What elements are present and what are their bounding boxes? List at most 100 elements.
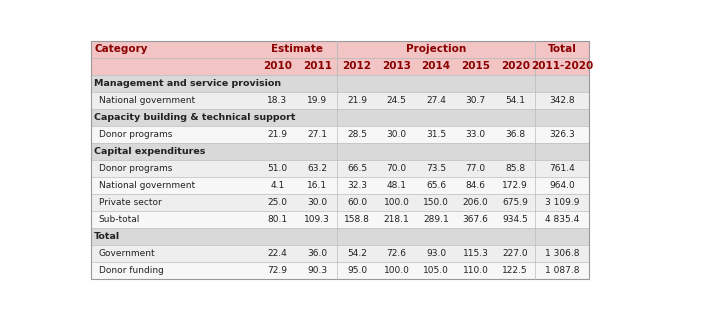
- Text: 3 109.9: 3 109.9: [545, 198, 579, 207]
- Bar: [91, 75, 589, 92]
- Text: 761.4: 761.4: [549, 164, 575, 173]
- Text: 675.9: 675.9: [502, 198, 528, 207]
- Text: Projection: Projection: [406, 44, 466, 55]
- Text: 100.0: 100.0: [383, 198, 409, 207]
- Text: 54.2: 54.2: [348, 249, 367, 258]
- Text: 2015: 2015: [461, 61, 490, 72]
- Text: Total: Total: [94, 232, 121, 241]
- Text: 70.0: 70.0: [386, 164, 406, 173]
- Text: 158.8: 158.8: [344, 215, 370, 224]
- Text: 19.9: 19.9: [307, 96, 327, 105]
- Text: Capital expenditures: Capital expenditures: [94, 147, 205, 156]
- Text: 2011: 2011: [303, 61, 332, 72]
- Text: 85.8: 85.8: [505, 164, 526, 173]
- Text: 33.0: 33.0: [465, 130, 485, 139]
- Text: 77.0: 77.0: [465, 164, 485, 173]
- Text: 72.6: 72.6: [386, 249, 406, 258]
- Text: 21.9: 21.9: [267, 130, 287, 139]
- Text: Estimate: Estimate: [271, 44, 323, 55]
- Text: 84.6: 84.6: [466, 181, 485, 190]
- Text: Total: Total: [548, 44, 577, 55]
- Text: 100.0: 100.0: [383, 266, 409, 275]
- Text: 2011-2020: 2011-2020: [531, 61, 593, 72]
- Bar: [91, 177, 589, 194]
- Text: Sub-total: Sub-total: [98, 215, 140, 224]
- Text: 60.0: 60.0: [347, 198, 367, 207]
- Text: 32.3: 32.3: [347, 181, 367, 190]
- Bar: [91, 211, 589, 228]
- Text: 30.0: 30.0: [386, 130, 406, 139]
- Text: Donor programs: Donor programs: [98, 130, 172, 139]
- Text: 122.5: 122.5: [503, 266, 528, 275]
- Text: 1 087.8: 1 087.8: [545, 266, 579, 275]
- Text: 110.0: 110.0: [462, 266, 488, 275]
- Text: 66.5: 66.5: [347, 164, 367, 173]
- Bar: [91, 109, 589, 126]
- Text: 2012: 2012: [342, 61, 372, 72]
- Text: 95.0: 95.0: [347, 266, 367, 275]
- Bar: [91, 92, 589, 109]
- Text: 18.3: 18.3: [267, 96, 287, 105]
- Text: National government: National government: [98, 96, 195, 105]
- Text: Donor funding: Donor funding: [98, 266, 164, 275]
- Text: National government: National government: [98, 181, 195, 190]
- Text: Donor programs: Donor programs: [98, 164, 172, 173]
- Bar: [91, 245, 589, 262]
- Text: 36.8: 36.8: [505, 130, 526, 139]
- Text: Government: Government: [98, 249, 155, 258]
- Text: 65.6: 65.6: [426, 181, 446, 190]
- Text: 30.0: 30.0: [307, 198, 327, 207]
- Text: 31.5: 31.5: [426, 130, 446, 139]
- Text: 36.0: 36.0: [307, 249, 327, 258]
- Text: 25.0: 25.0: [267, 198, 287, 207]
- Bar: [91, 58, 589, 75]
- Text: 105.0: 105.0: [423, 266, 449, 275]
- Text: 218.1: 218.1: [383, 215, 409, 224]
- Text: 289.1: 289.1: [424, 215, 449, 224]
- Text: 2020: 2020: [500, 61, 530, 72]
- Text: Private sector: Private sector: [98, 198, 162, 207]
- Text: 172.9: 172.9: [503, 181, 528, 190]
- Text: 30.7: 30.7: [465, 96, 485, 105]
- Text: 1 306.8: 1 306.8: [545, 249, 579, 258]
- Text: 54.1: 54.1: [505, 96, 525, 105]
- Text: Management and service provision: Management and service provision: [94, 79, 281, 88]
- Bar: [91, 194, 589, 211]
- Text: 90.3: 90.3: [307, 266, 327, 275]
- Text: 206.0: 206.0: [463, 198, 488, 207]
- Text: 80.1: 80.1: [267, 215, 287, 224]
- Text: 367.6: 367.6: [462, 215, 488, 224]
- Text: Capacity building & technical support: Capacity building & technical support: [94, 113, 296, 122]
- Text: 28.5: 28.5: [347, 130, 367, 139]
- Text: 51.0: 51.0: [267, 164, 287, 173]
- Text: 22.4: 22.4: [267, 249, 287, 258]
- Text: 4 835.4: 4 835.4: [545, 215, 579, 224]
- Text: 16.1: 16.1: [307, 181, 327, 190]
- Text: 326.3: 326.3: [549, 130, 575, 139]
- Text: Category: Category: [95, 44, 148, 55]
- Text: 21.9: 21.9: [347, 96, 367, 105]
- Text: 24.5: 24.5: [387, 96, 406, 105]
- Text: 93.0: 93.0: [426, 249, 446, 258]
- Text: 72.9: 72.9: [267, 266, 287, 275]
- Text: 48.1: 48.1: [386, 181, 406, 190]
- Text: 2014: 2014: [421, 61, 451, 72]
- Text: 27.1: 27.1: [307, 130, 327, 139]
- Bar: [91, 262, 589, 279]
- Bar: [91, 126, 589, 143]
- Bar: [91, 143, 589, 160]
- Text: 227.0: 227.0: [503, 249, 528, 258]
- Text: 150.0: 150.0: [423, 198, 449, 207]
- Text: 63.2: 63.2: [307, 164, 327, 173]
- Bar: [91, 160, 589, 177]
- Bar: [91, 41, 589, 58]
- Text: 109.3: 109.3: [304, 215, 330, 224]
- Text: 964.0: 964.0: [549, 181, 575, 190]
- Text: 73.5: 73.5: [426, 164, 446, 173]
- Text: 934.5: 934.5: [503, 215, 528, 224]
- Bar: [91, 228, 589, 245]
- Text: 27.4: 27.4: [426, 96, 446, 105]
- Text: 2013: 2013: [382, 61, 411, 72]
- Text: 2010: 2010: [263, 61, 292, 72]
- Text: 342.8: 342.8: [549, 96, 575, 105]
